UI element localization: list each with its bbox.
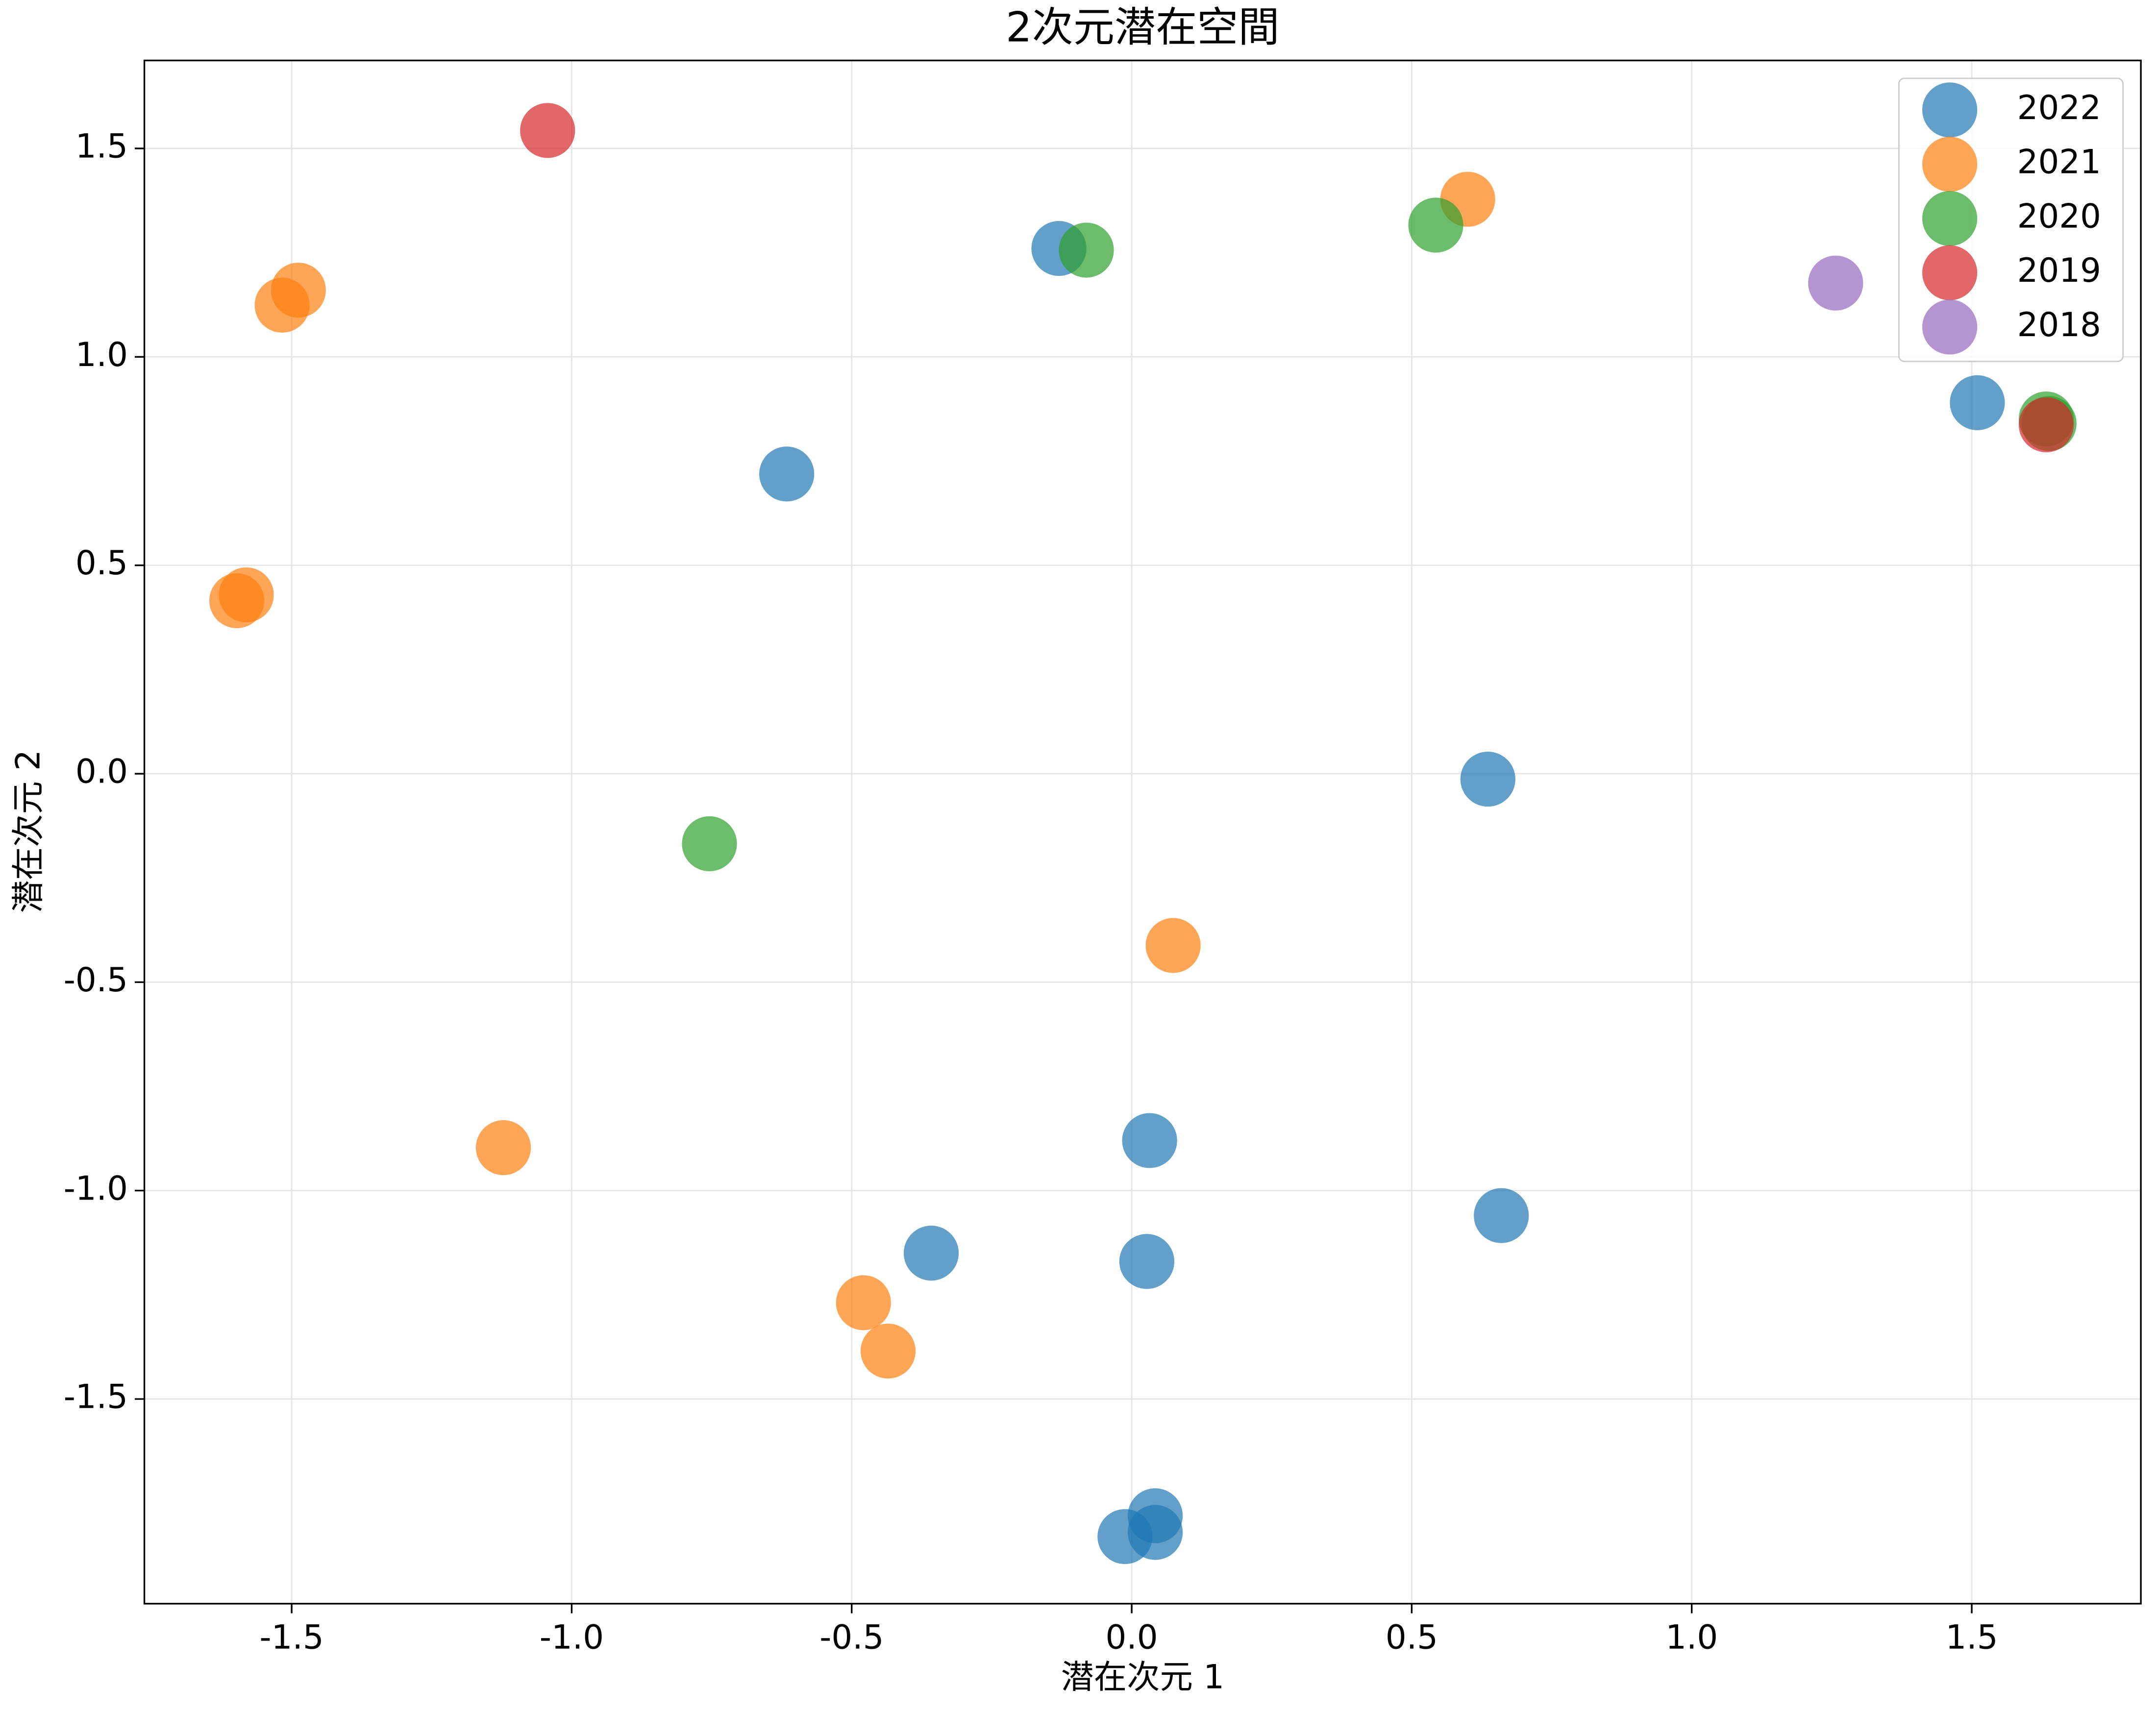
legend-marker [1922, 191, 1978, 246]
scatter-point [836, 1275, 891, 1330]
scatter-point [1122, 1113, 1177, 1168]
scatter-point [1460, 751, 1515, 807]
y-tick-label: -1.0 [64, 1169, 128, 1207]
scatter-point [1474, 1188, 1529, 1243]
x-tick-label: 0.5 [1386, 1618, 1438, 1656]
x-axis-label: 潜在次元 1 [1061, 1658, 1224, 1696]
y-axis-label: 潜在次元 2 [9, 750, 47, 913]
scatter-point [209, 573, 265, 629]
scatter-point [860, 1323, 916, 1379]
scatter-point [1145, 918, 1201, 973]
legend-label: 2020 [2017, 197, 2101, 235]
legend-marker [1922, 137, 1978, 192]
legend-label: 2018 [2017, 306, 2101, 344]
x-tick-label: -1.0 [540, 1618, 604, 1656]
scatter-point [759, 446, 815, 502]
legend-label: 2021 [2017, 143, 2101, 181]
legend-marker [1922, 245, 1978, 300]
x-tick-label: -0.5 [819, 1618, 884, 1656]
scatter-point [903, 1225, 959, 1281]
y-tick-label: 0.0 [75, 753, 128, 791]
legend-label: 2022 [2017, 89, 2101, 127]
scatter-point [475, 1120, 531, 1176]
x-tick-label: 1.0 [1665, 1618, 1718, 1656]
y-tick-label: 0.5 [75, 544, 128, 582]
x-tick-label: -1.5 [259, 1618, 323, 1656]
scatter-point [1808, 255, 1863, 311]
scatter-point [1127, 1505, 1183, 1560]
y-tick-label: -0.5 [64, 961, 128, 999]
chart-title: 2次元潜在空間 [1006, 3, 1279, 51]
y-tick-label: 1.5 [75, 127, 128, 165]
y-tick-label: -1.5 [64, 1378, 128, 1416]
y-tick-label: 1.0 [75, 336, 128, 374]
legend-label: 2019 [2017, 251, 2101, 290]
scatter-point [682, 816, 737, 872]
scatter-point [1408, 197, 1463, 253]
x-tick-label: 0.0 [1106, 1618, 1158, 1656]
scatter-point [254, 277, 310, 333]
legend-marker [1922, 299, 1978, 355]
scatter-point [520, 103, 575, 158]
scatter-point [1950, 375, 2005, 430]
scatter-point [2018, 397, 2074, 453]
plot-frame [143, 59, 2142, 1605]
legend-marker [1922, 82, 1978, 138]
x-tick-label: 1.5 [1946, 1618, 1998, 1656]
scatter-point [1119, 1234, 1175, 1289]
scatter-point [1059, 222, 1114, 278]
